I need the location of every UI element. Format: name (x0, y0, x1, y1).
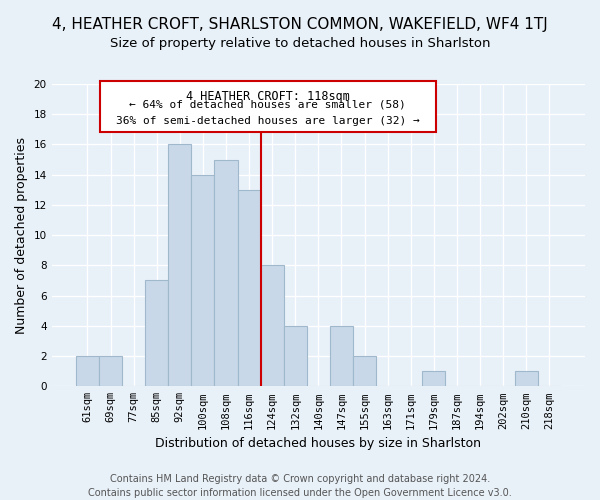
Text: ← 64% of detached houses are smaller (58): ← 64% of detached houses are smaller (58… (129, 99, 406, 109)
Bar (422, 371, 445, 386)
Text: Contains HM Land Registry data © Crown copyright and database right 2024.
Contai: Contains HM Land Registry data © Crown c… (88, 474, 512, 498)
Bar (99, 356, 122, 386)
X-axis label: Distribution of detached houses by size in Sharlston: Distribution of detached houses by size … (155, 437, 481, 450)
Y-axis label: Number of detached properties: Number of detached properties (15, 136, 28, 334)
Bar (330, 326, 353, 386)
FancyBboxPatch shape (100, 81, 436, 132)
Bar (284, 326, 307, 386)
Bar (145, 280, 168, 386)
Text: 4 HEATHER CROFT: 118sqm: 4 HEATHER CROFT: 118sqm (186, 90, 350, 103)
Bar (353, 356, 376, 386)
Bar (515, 371, 538, 386)
Bar (260, 266, 284, 386)
Text: 4, HEATHER CROFT, SHARLSTON COMMON, WAKEFIELD, WF4 1TJ: 4, HEATHER CROFT, SHARLSTON COMMON, WAKE… (52, 18, 548, 32)
Text: 36% of semi-detached houses are larger (32) →: 36% of semi-detached houses are larger (… (116, 116, 419, 126)
Bar (191, 174, 214, 386)
Bar (238, 190, 260, 386)
Bar (214, 160, 238, 386)
Bar (76, 356, 99, 386)
Bar (168, 144, 191, 386)
Text: Size of property relative to detached houses in Sharlston: Size of property relative to detached ho… (110, 38, 490, 51)
